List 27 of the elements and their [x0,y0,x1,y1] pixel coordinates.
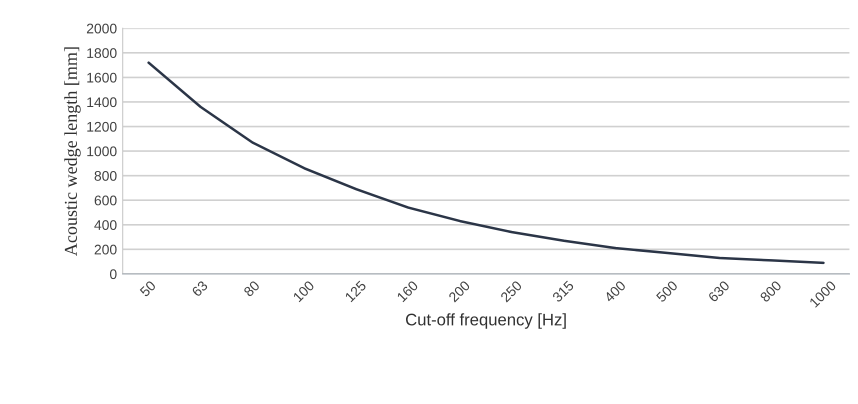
x-tick-label: 160 [396,280,419,302]
y-tick-label: 200 [94,244,117,255]
x-tick-label: 800 [759,280,782,303]
x-tick-label: 400 [604,280,626,303]
y-axis-title: Acoustic wedge length [mm] [64,47,81,256]
x-tick-label: 250 [500,280,522,303]
x-tick-label: 315 [552,280,574,303]
y-tick-label: 1600 [87,72,117,83]
x-tick-label: 80 [243,280,260,298]
x-tick-label: 630 [708,280,730,303]
y-tick-label: 400 [94,220,117,230]
y-tick-label: 1800 [87,48,117,58]
x-axis-title: Cut-off frequency [Hz] [406,313,566,329]
y-tick-label: 1000 [87,146,117,156]
x-tick-label: 50 [139,280,156,298]
x-tick-label: 500 [656,280,678,303]
y-tick-label: 800 [94,170,117,181]
y-tick-label: 1200 [87,122,117,132]
y-tick-label: 0 [110,269,117,280]
x-tick-label: 100 [292,280,315,302]
y-tick-label: 1400 [87,97,117,108]
line-series [147,61,825,264]
y-tick-label: 2000 [86,24,117,34]
x-tick-label: 200 [448,280,471,303]
x-tick-label: 125 [344,280,367,302]
y-tick-label: 600 [94,196,117,206]
x-tick-label: 63 [191,280,208,298]
